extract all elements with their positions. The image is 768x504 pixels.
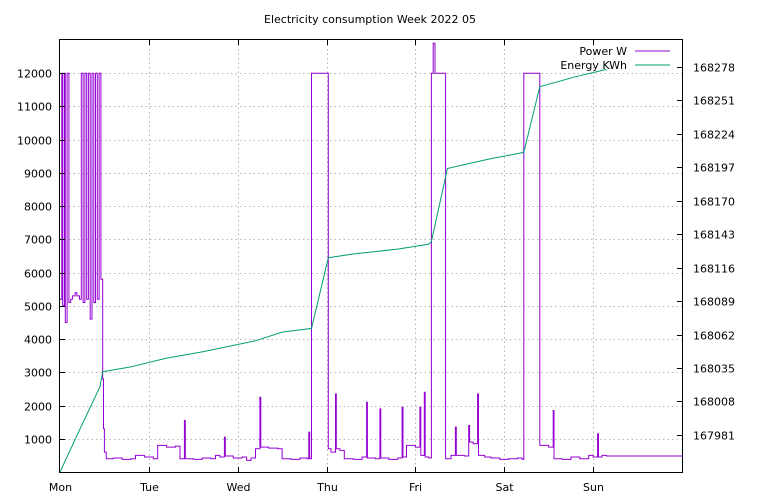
y-tick-label: 6000 — [24, 268, 52, 281]
y-tick-label: 11000 — [17, 101, 52, 114]
x-tick-label: Tue — [139, 481, 159, 494]
y2-tick-label: 168170 — [693, 196, 735, 209]
y2-tick-label: 168224 — [693, 129, 735, 142]
y-tick-label: 2000 — [24, 401, 52, 414]
y2-tick-label: 168062 — [693, 330, 735, 343]
y2-tick-label: 168008 — [693, 396, 735, 409]
legend-label-energy: Energy KWh — [560, 59, 627, 72]
series-energy-kwh — [59, 68, 607, 473]
y-tick-label: 5000 — [24, 301, 52, 314]
y2-tick-label: 168116 — [693, 263, 735, 276]
grid-lines — [60, 40, 682, 472]
y-tick-label: 3000 — [24, 367, 52, 380]
x-tick-label: Sun — [583, 481, 604, 494]
legend: Power W Energy KWh — [560, 45, 670, 72]
chart-title: Electricity consumption Week 2022 05 — [264, 13, 476, 26]
x-tick-label: Fri — [409, 481, 422, 494]
y2-tick-label: 168251 — [693, 95, 735, 108]
y2-tick-label: 167981 — [693, 430, 735, 443]
y-tick-label: 10000 — [17, 135, 52, 148]
y-tick-label: 8000 — [24, 201, 52, 214]
y2-tick-label: 168143 — [693, 229, 735, 242]
y-tick-label: 9000 — [24, 168, 52, 181]
x-tick-label: Mon — [49, 481, 72, 494]
y-tick-label: 7000 — [24, 234, 52, 247]
x-tick-label: Thu — [316, 481, 338, 494]
y2-tick-label: 168035 — [693, 363, 735, 376]
y-axis: 1000 2000 3000 4000 5000 6000 7000 8000 9000 1000… — [17, 68, 65, 447]
series-layer — [59, 42, 682, 473]
x-axis: Mon Tue Wed Thu Fri Sat Sun — [49, 40, 604, 494]
legend-label-power: Power W — [579, 45, 627, 58]
y2-tick-label: 168278 — [693, 62, 735, 75]
y2-axis: 167981 168008 168035 168062 168089 168116 1681… — [677, 62, 735, 443]
y2-tick-label: 168089 — [693, 296, 735, 309]
y2-tick-label: 168197 — [693, 162, 735, 175]
series-power-w — [60, 42, 682, 461]
x-tick-label: Wed — [227, 481, 251, 494]
y-tick-label: 4000 — [24, 334, 52, 347]
y-tick-label: 1000 — [24, 434, 52, 447]
y-tick-label: 12000 — [17, 68, 52, 81]
x-tick-label: Sat — [495, 481, 514, 494]
plot-frame — [59, 39, 683, 473]
